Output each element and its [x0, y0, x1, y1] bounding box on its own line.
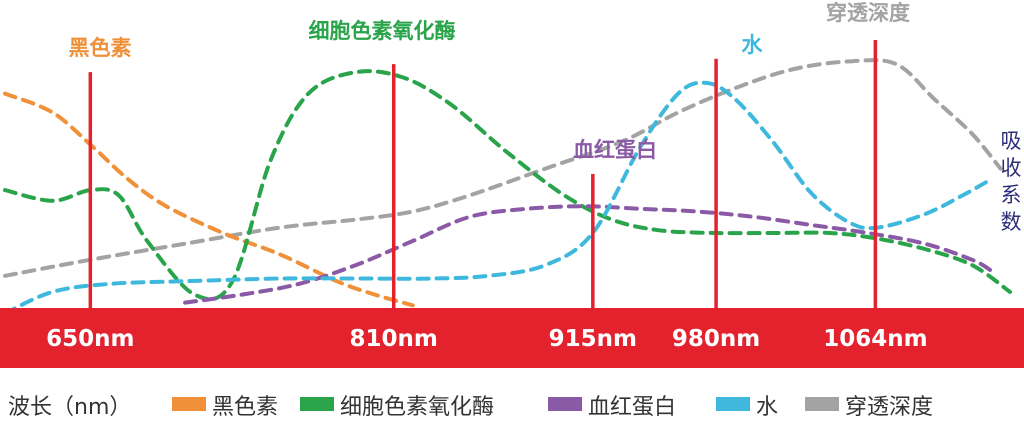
series-line-3	[3, 80, 993, 316]
y-axis-label-group: 吸收系数	[1001, 129, 1022, 234]
legend-label-4: 穿透深度	[845, 395, 934, 420]
legend-label-1: 细胞色素氧化酶	[340, 395, 495, 420]
legend-swatch-1	[300, 397, 334, 411]
legend: 波长（nm） 黑色素 细胞色素氧化酶 血红蛋白 水 穿透深度	[0, 387, 1024, 420]
marker-label-810: 810nm	[350, 326, 438, 352]
series-label-1: 细胞色素氧化酶	[309, 19, 456, 43]
axis-band	[0, 308, 1024, 368]
curves-layer	[3, 58, 1012, 316]
series-line-1	[3, 69, 1012, 302]
series-label-4: 穿透深度	[826, 1, 910, 25]
y-axis-label: 吸收系数	[1001, 129, 1022, 234]
marker-label-980: 980nm	[672, 326, 760, 352]
legend-swatch-0	[172, 397, 206, 411]
marker-label-1064: 1064nm	[823, 326, 927, 352]
series-label-0: 黑色素	[69, 36, 132, 60]
legend-title: 波长（nm）	[8, 395, 132, 420]
legend-swatch-3	[716, 397, 750, 411]
marker-label-650: 650nm	[46, 326, 134, 352]
marker-label-915: 915nm	[549, 326, 637, 352]
chart: 650nm 810nm 915nm 980nm 1064nm 黑色素 细胞色素氧化酶血红蛋…	[0, 1, 1024, 368]
legend-label-0: 黑色素	[212, 395, 279, 420]
series-label-3: 水	[742, 33, 764, 57]
markers-layer: 650nm 810nm 915nm 980nm 1064nm	[46, 40, 928, 352]
legend-swatch-4	[805, 397, 839, 411]
series-line-2	[183, 204, 993, 305]
series-label-2: 血红蛋白	[573, 138, 657, 162]
legend-label-3: 水	[756, 395, 779, 420]
legend-swatch-2	[548, 397, 582, 411]
series-line-0	[3, 91, 415, 308]
series-line-4	[3, 58, 1003, 278]
legend-label-2: 血红蛋白	[588, 395, 677, 420]
